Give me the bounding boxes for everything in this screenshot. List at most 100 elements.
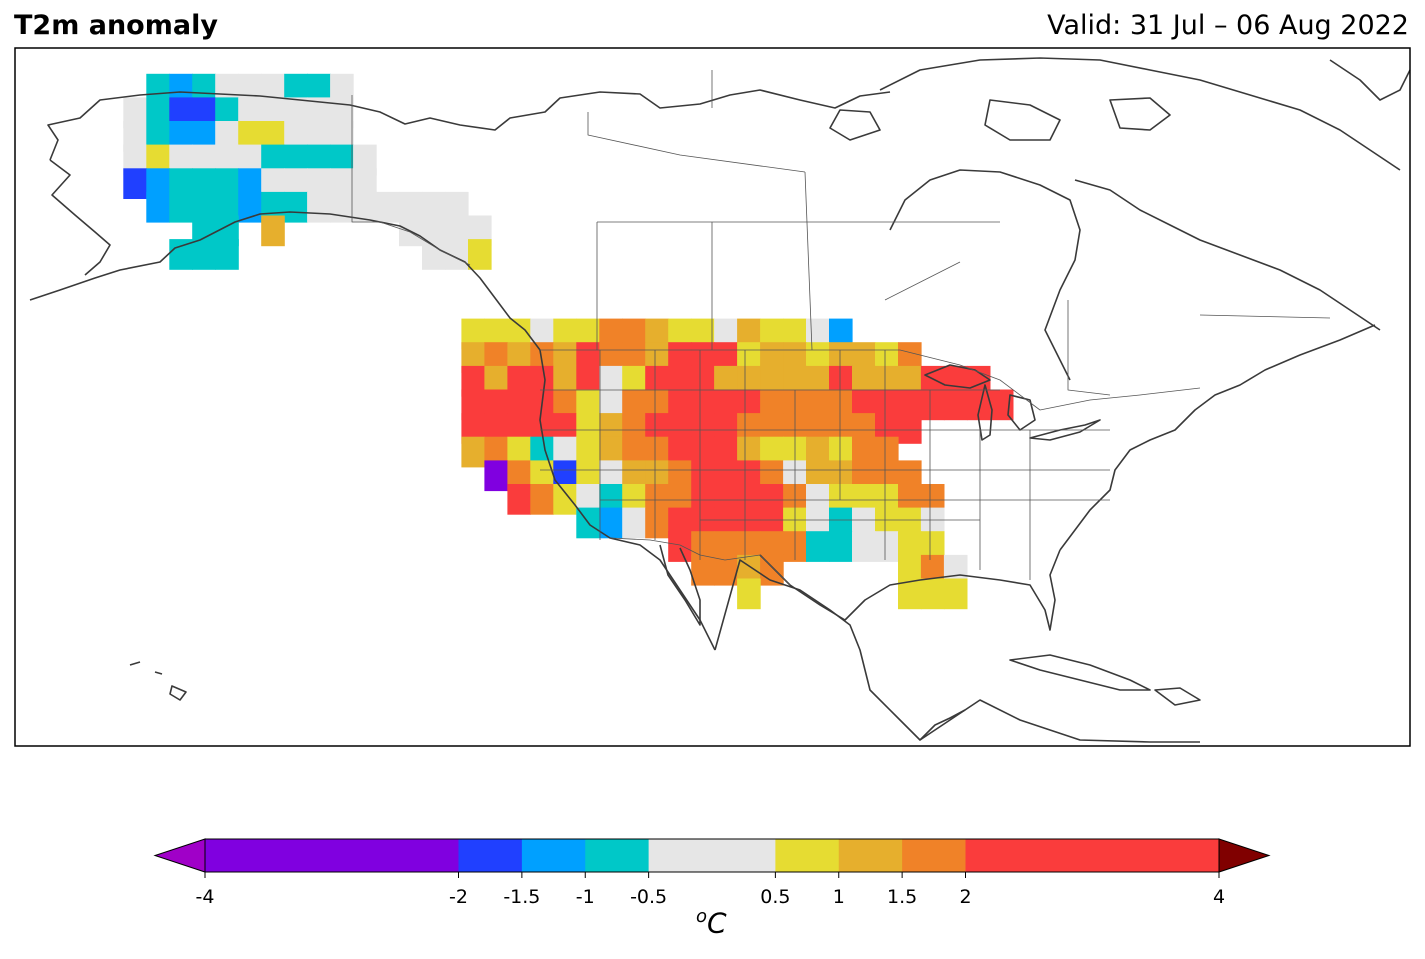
anomaly-cell xyxy=(691,507,715,539)
anomaly-cell xyxy=(645,436,669,468)
anomaly-cell xyxy=(599,413,623,444)
anomaly-cell xyxy=(215,239,239,270)
anomaly-cell xyxy=(576,484,600,515)
anomaly-cell xyxy=(261,144,285,176)
anomaly-cell xyxy=(576,365,600,397)
anomaly-cell xyxy=(645,460,669,492)
anomaly-cell xyxy=(829,531,853,562)
anomaly-cell xyxy=(461,413,485,444)
anomaly-cell xyxy=(553,318,577,350)
anomaly-cell xyxy=(576,413,600,444)
anomaly-cell xyxy=(192,168,216,199)
anomaly-cell xyxy=(714,484,738,515)
cuba xyxy=(1009,654,1151,691)
anomaly-cell xyxy=(146,191,170,223)
anomaly-cell xyxy=(691,436,715,468)
colorbar-segment xyxy=(458,839,523,872)
anomaly-cell xyxy=(943,554,968,586)
anomaly-cell xyxy=(553,436,577,468)
anomaly-cell xyxy=(875,484,899,515)
anomaly-cell xyxy=(192,215,216,247)
anomaly-cell xyxy=(898,342,922,373)
anomaly-cell xyxy=(169,121,193,152)
anomaly-cell xyxy=(898,413,922,444)
anomaly-cell xyxy=(760,531,784,562)
colorbar-tick-label: -1.5 xyxy=(503,886,540,908)
anomaly-cell xyxy=(576,436,600,468)
anomaly-cell xyxy=(898,460,922,492)
colorbar-tick-label: 1 xyxy=(833,886,845,908)
anomaly-cell xyxy=(169,239,193,270)
anomaly-cell xyxy=(376,191,400,223)
anomaly-cell xyxy=(668,413,692,444)
anomaly-cell xyxy=(622,389,646,421)
anomaly-cell xyxy=(806,436,830,468)
colorbar-segment xyxy=(838,839,903,872)
anomaly-cell xyxy=(691,554,715,586)
anomaly-cell xyxy=(576,460,600,492)
colorbar-segment xyxy=(902,839,966,872)
anomaly-cell xyxy=(829,484,853,515)
anomaly-cell xyxy=(760,389,784,421)
anomaly-cell xyxy=(668,484,692,515)
anomaly-cell xyxy=(123,168,147,199)
colorbar-tick-label: -0.5 xyxy=(630,886,667,908)
colorbar-segment xyxy=(648,839,776,872)
colorbar-unit-label: oC xyxy=(696,906,727,940)
anomaly-cell xyxy=(484,389,508,421)
anomaly-cell xyxy=(169,144,193,176)
anomaly-cell xyxy=(668,365,692,397)
anomaly-cell xyxy=(422,191,446,223)
anomaly-cell xyxy=(760,318,784,350)
anomaly-cell xyxy=(645,413,669,444)
anomaly-cell xyxy=(284,191,308,223)
anomaly-cell xyxy=(829,436,853,468)
canada-province-borders xyxy=(587,70,1331,396)
anomaly-cell xyxy=(353,168,377,199)
anomaly-cell xyxy=(737,436,761,468)
anomaly-cell xyxy=(192,144,216,176)
arctic-island-3 xyxy=(1109,97,1171,131)
arctic-island-2 xyxy=(984,99,1061,141)
anomaly-cell xyxy=(898,554,922,586)
map-title: T2m anomaly xyxy=(14,10,218,41)
anomaly-cell xyxy=(553,484,577,515)
anomaly-cell xyxy=(284,97,308,129)
alaska-west-coast xyxy=(49,159,111,276)
anomaly-cell xyxy=(353,144,377,176)
anomaly-cell xyxy=(898,484,922,515)
anomaly-cell xyxy=(484,318,508,350)
alaska-canada-border xyxy=(351,95,471,266)
hispaniola xyxy=(1154,687,1201,706)
anomaly-cell xyxy=(691,365,715,397)
anomaly-cell xyxy=(806,484,830,515)
anomaly-cell xyxy=(553,389,577,421)
colorbar-over-arrow xyxy=(1218,838,1271,873)
valid-period: Valid: 31 Jul – 06 Aug 2022 xyxy=(1047,10,1409,41)
anomaly-cell xyxy=(920,484,945,515)
colorbar-under-arrow xyxy=(153,838,206,873)
anomaly-cell xyxy=(123,97,147,129)
colorbar-outline xyxy=(204,838,1220,873)
anomaly-cell xyxy=(461,342,485,373)
anomaly-cell xyxy=(875,460,899,492)
coastlines-and-borders xyxy=(29,57,1411,743)
anomaly-cell xyxy=(714,365,738,397)
anomaly-cell xyxy=(898,365,922,397)
anomaly-cell xyxy=(714,436,738,468)
anomaly-cell xyxy=(599,460,623,492)
anomaly-cell xyxy=(737,389,761,421)
anomaly-cell xyxy=(760,484,784,515)
anomaly-cell xyxy=(760,413,784,444)
anomaly-cell xyxy=(691,531,715,562)
anomaly-cell xyxy=(461,389,485,421)
anomaly-cell xyxy=(307,191,331,223)
anomaly-cell xyxy=(307,121,331,152)
anomaly-cell xyxy=(829,389,853,421)
anomaly-cell xyxy=(668,389,692,421)
anomaly-cell xyxy=(645,365,669,397)
hawaii xyxy=(129,661,187,701)
anomaly-cell xyxy=(530,484,554,515)
anomaly-cell xyxy=(169,73,193,105)
anomaly-cell xyxy=(215,97,239,129)
